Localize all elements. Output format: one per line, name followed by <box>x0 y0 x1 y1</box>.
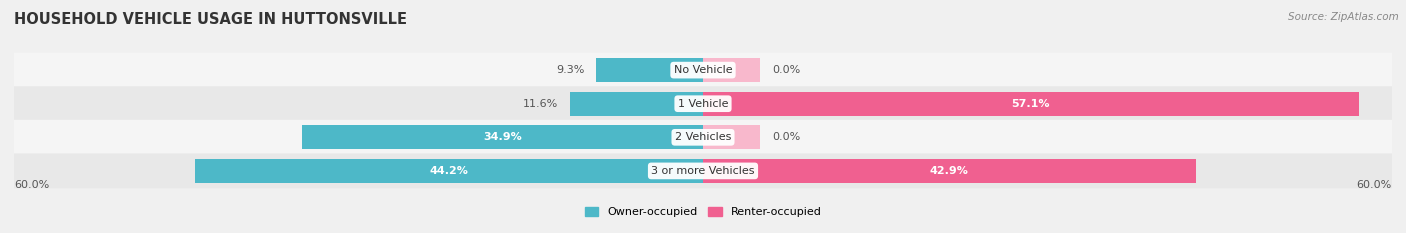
Text: 34.9%: 34.9% <box>484 132 522 142</box>
Text: 1 Vehicle: 1 Vehicle <box>678 99 728 109</box>
FancyBboxPatch shape <box>14 154 1392 188</box>
FancyBboxPatch shape <box>14 53 1392 88</box>
Text: 2 Vehicles: 2 Vehicles <box>675 132 731 142</box>
Bar <box>195 159 703 183</box>
Text: 11.6%: 11.6% <box>523 99 558 109</box>
Text: 3 or more Vehicles: 3 or more Vehicles <box>651 166 755 176</box>
Bar <box>703 58 761 82</box>
Bar <box>596 58 703 82</box>
FancyBboxPatch shape <box>14 86 1392 121</box>
FancyBboxPatch shape <box>14 120 1392 155</box>
Bar <box>703 125 761 149</box>
Text: No Vehicle: No Vehicle <box>673 65 733 75</box>
Text: 60.0%: 60.0% <box>14 180 49 190</box>
Bar <box>703 159 1195 183</box>
Text: 0.0%: 0.0% <box>772 132 800 142</box>
Text: Source: ZipAtlas.com: Source: ZipAtlas.com <box>1288 12 1399 22</box>
Text: 44.2%: 44.2% <box>430 166 468 176</box>
Text: 42.9%: 42.9% <box>929 166 969 176</box>
Text: HOUSEHOLD VEHICLE USAGE IN HUTTONSVILLE: HOUSEHOLD VEHICLE USAGE IN HUTTONSVILLE <box>14 12 408 27</box>
Bar <box>302 125 703 149</box>
Bar <box>703 92 1358 116</box>
Text: 60.0%: 60.0% <box>1357 180 1392 190</box>
Text: 57.1%: 57.1% <box>1011 99 1050 109</box>
Bar <box>569 92 703 116</box>
Text: 0.0%: 0.0% <box>772 65 800 75</box>
Text: 9.3%: 9.3% <box>557 65 585 75</box>
Legend: Owner-occupied, Renter-occupied: Owner-occupied, Renter-occupied <box>581 202 825 222</box>
